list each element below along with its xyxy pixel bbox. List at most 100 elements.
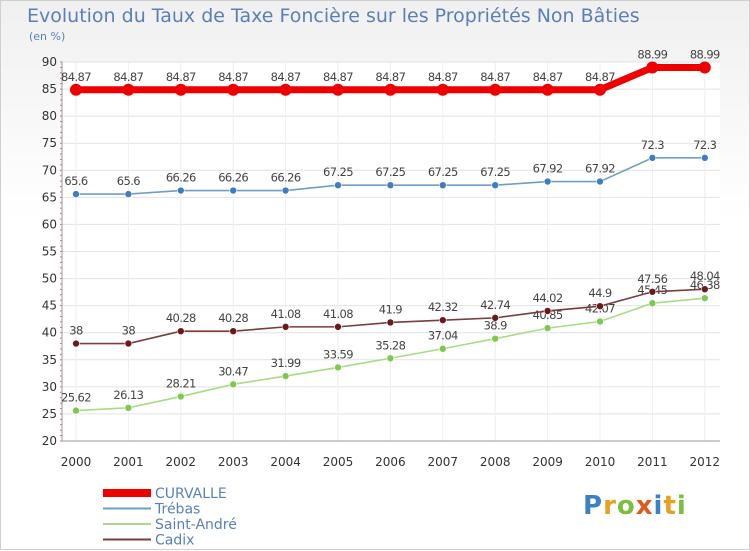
logo-letter: i [676, 491, 687, 521]
legend-label: CURVALLE [155, 486, 227, 502]
data-label: 72.3 [693, 138, 716, 152]
y-tick-label: 85 [42, 82, 57, 96]
data-point [543, 177, 552, 186]
y-tick-label: 50 [42, 272, 57, 286]
data-label: 41.9 [379, 302, 402, 316]
data-point [124, 190, 133, 198]
data-point [489, 83, 502, 96]
y-tick-label: 60 [42, 217, 57, 231]
data-label: 44.9 [588, 286, 611, 300]
x-tick-label: 2000 [61, 455, 92, 469]
unit-label: (en %) [29, 30, 66, 43]
legend-label: Saint-André [155, 517, 237, 533]
data-point [72, 190, 80, 198]
data-point [596, 302, 604, 310]
data-point [384, 83, 397, 96]
data-label: 67.25 [375, 165, 405, 179]
data-point [698, 61, 711, 74]
data-point [70, 83, 82, 96]
data-point [281, 323, 290, 331]
data-label: 40.28 [166, 311, 196, 325]
y-tick-label: 70 [42, 163, 57, 177]
data-point [648, 287, 657, 296]
data-point [177, 327, 185, 335]
logo-letter: t [663, 491, 677, 521]
data-point [386, 181, 395, 189]
data-point [72, 339, 80, 348]
y-tick-label: 20 [42, 434, 57, 448]
y-tick-label: 90 [42, 55, 57, 69]
data-label: 66.26 [271, 171, 301, 185]
data-label: 38.9 [484, 319, 507, 333]
data-point [334, 181, 342, 189]
data-point [491, 334, 500, 343]
data-point [279, 83, 292, 96]
data-point [386, 354, 395, 363]
logo-letter: o [616, 491, 636, 521]
data-point [386, 318, 395, 327]
logo-letter: x [635, 491, 654, 521]
data-point [438, 181, 447, 189]
data-point [543, 324, 552, 332]
data-label: 66.26 [166, 171, 196, 185]
data-point [436, 83, 449, 96]
data-label: 66.26 [218, 171, 248, 185]
data-point [124, 339, 133, 348]
data-label: 88.99 [637, 47, 667, 61]
logo-letter: r [603, 491, 617, 521]
data-point [491, 181, 500, 189]
data-point [281, 186, 290, 195]
x-tick-label: 2003 [218, 455, 249, 469]
x-tick-label: 2006 [375, 455, 406, 469]
data-point [229, 186, 237, 195]
data-label: 67.25 [428, 165, 458, 179]
data-label: 28.21 [166, 377, 196, 391]
data-point [491, 314, 500, 322]
data-label: 67.25 [323, 165, 353, 179]
data-label: 31.99 [271, 356, 301, 370]
x-tick-label: 2010 [585, 455, 616, 469]
logo-letter: i [653, 491, 664, 521]
x-tick-label: 2009 [532, 455, 563, 469]
data-point [541, 83, 554, 96]
logo-letter: P [583, 491, 604, 521]
data-label: 67.25 [480, 165, 510, 179]
data-label: 41.08 [271, 307, 301, 321]
y-tick-label: 45 [42, 299, 57, 313]
data-label: 84.87 [113, 70, 143, 84]
y-tick-label: 65 [42, 190, 57, 204]
y-tick-label: 55 [42, 245, 57, 259]
data-label: 84.87 [166, 70, 196, 84]
data-point [700, 294, 709, 302]
x-tick-label: 2001 [113, 455, 144, 469]
x-tick-label: 2002 [166, 455, 197, 469]
data-label: 33.59 [323, 347, 353, 361]
chart-title: Evolution du Taux de Taxe Foncière sur l… [27, 5, 640, 27]
data-label: 40.28 [218, 311, 248, 325]
data-label: 67.92 [585, 162, 615, 176]
y-tick-label: 25 [42, 407, 57, 421]
data-label: 67.92 [533, 162, 563, 176]
data-label: 84.87 [428, 70, 458, 84]
data-point [594, 83, 606, 96]
data-label: 38 [69, 324, 83, 338]
data-point [227, 83, 240, 96]
legend-label: Trébas [154, 502, 200, 518]
x-tick-label: 2004 [270, 455, 301, 469]
data-label: 42.32 [428, 300, 458, 314]
y-tick-label: 30 [42, 380, 57, 394]
data-label: 88.99 [690, 47, 720, 61]
data-label: 84.87 [533, 70, 563, 84]
data-label: 84.87 [323, 70, 353, 84]
data-label: 84.87 [375, 70, 405, 84]
data-label: 37.04 [428, 329, 458, 343]
data-point [700, 285, 709, 293]
data-point [543, 307, 552, 315]
data-point [646, 61, 659, 74]
x-tick-label: 2012 [690, 455, 721, 469]
data-point [334, 363, 342, 372]
data-point [174, 83, 187, 96]
x-tick-label: 2007 [428, 455, 459, 469]
